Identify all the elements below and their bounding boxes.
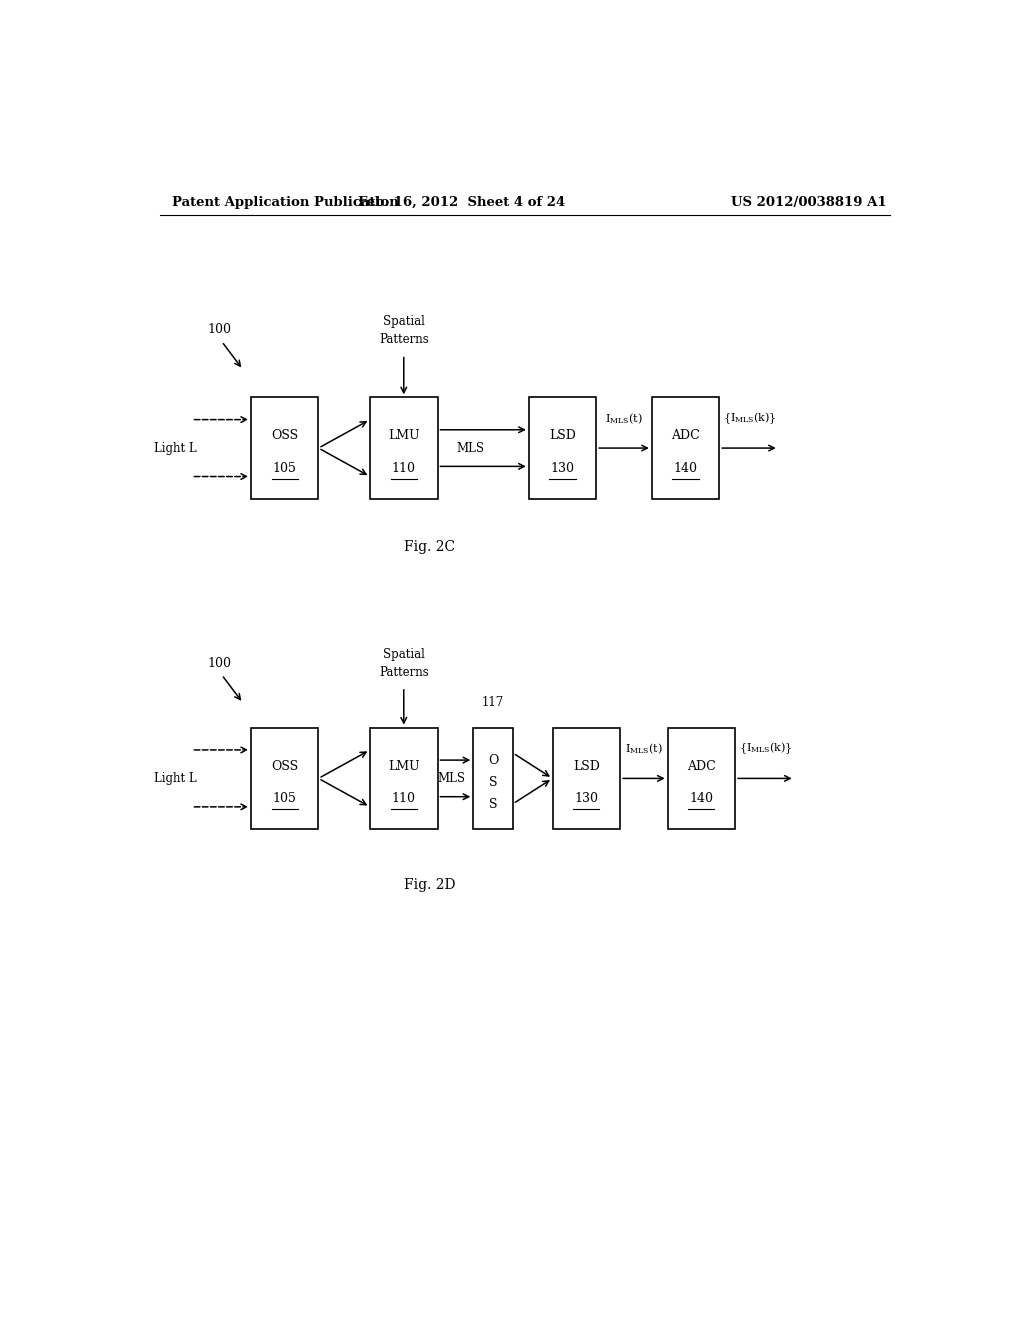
Text: S: S [488, 776, 498, 789]
Text: Light L: Light L [155, 442, 197, 454]
Text: LMU: LMU [388, 760, 420, 772]
Text: US 2012/0038819 A1: US 2012/0038819 A1 [731, 195, 887, 209]
Text: 110: 110 [392, 792, 416, 805]
Text: Feb. 16, 2012  Sheet 4 of 24: Feb. 16, 2012 Sheet 4 of 24 [357, 195, 565, 209]
Text: Patterns: Patterns [379, 665, 429, 678]
Text: 105: 105 [272, 462, 297, 475]
Text: MLS: MLS [438, 772, 466, 785]
Text: Fig. 2D: Fig. 2D [403, 878, 456, 892]
Text: LMU: LMU [388, 429, 420, 442]
Text: 140: 140 [689, 792, 714, 805]
Text: 110: 110 [392, 462, 416, 475]
Text: LSD: LSD [572, 760, 600, 772]
Bar [370, 397, 437, 499]
Bar [668, 727, 735, 829]
Bar [251, 727, 318, 829]
Text: Patent Application Publication: Patent Application Publication [172, 195, 398, 209]
Text: Patterns: Patterns [379, 334, 429, 346]
Text: Light L: Light L [155, 772, 197, 785]
Text: ADC: ADC [687, 760, 716, 772]
Text: Spatial: Spatial [383, 315, 425, 329]
Text: 100: 100 [207, 656, 231, 669]
Text: Fig. 2C: Fig. 2C [404, 540, 455, 553]
Bar [473, 727, 513, 829]
Bar [251, 397, 318, 499]
Text: 140: 140 [674, 462, 697, 475]
Text: {I$_\mathregular{MLS}$(k)}: {I$_\mathregular{MLS}$(k)} [739, 741, 793, 756]
Text: I$_\mathregular{MLS}$(t): I$_\mathregular{MLS}$(t) [605, 411, 643, 426]
Text: OSS: OSS [271, 429, 298, 442]
Text: LSD: LSD [549, 429, 575, 442]
Text: 100: 100 [207, 323, 231, 337]
Text: 105: 105 [272, 792, 297, 805]
Text: 117: 117 [482, 696, 504, 709]
Text: 130: 130 [574, 792, 598, 805]
Text: I$_\mathregular{MLS}$(t): I$_\mathregular{MLS}$(t) [625, 742, 663, 756]
Text: ADC: ADC [671, 429, 699, 442]
Text: 130: 130 [551, 462, 574, 475]
Text: S: S [488, 799, 498, 812]
Bar [553, 727, 621, 829]
Bar [528, 397, 596, 499]
Bar [652, 397, 719, 499]
Text: {I$_\mathregular{MLS}$(k)}: {I$_\mathregular{MLS}$(k)} [723, 411, 776, 426]
Text: Spatial: Spatial [383, 648, 425, 660]
Text: MLS: MLS [457, 442, 484, 454]
Text: OSS: OSS [271, 760, 298, 772]
Bar [370, 727, 437, 829]
Text: O: O [487, 754, 499, 767]
